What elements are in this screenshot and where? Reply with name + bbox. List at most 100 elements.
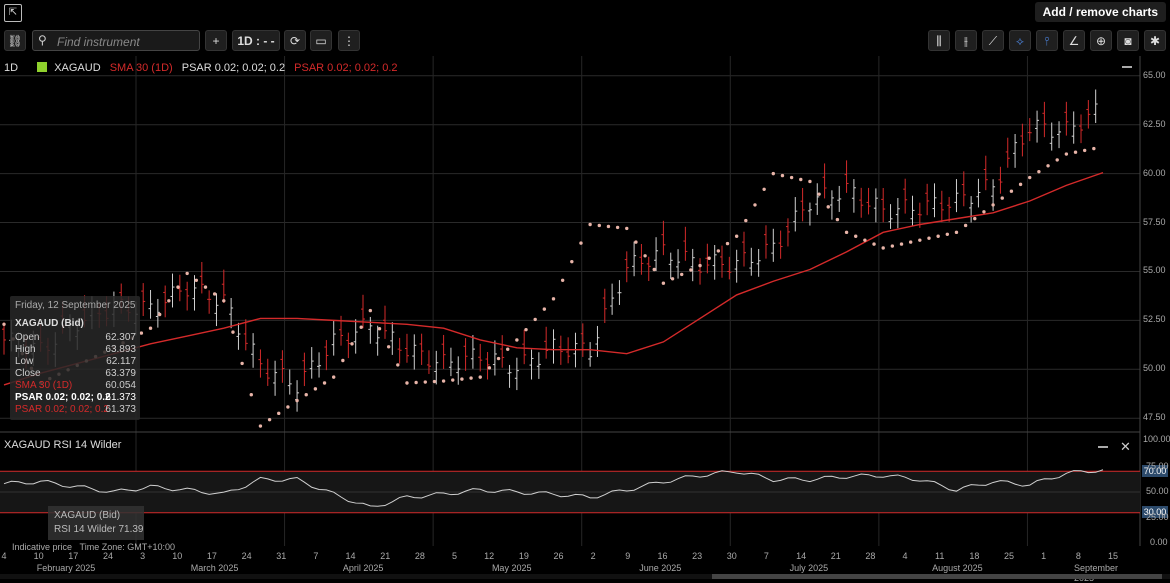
psar-dot <box>945 232 950 236</box>
hover-date: Friday, 12 September 2025 <box>15 300 136 311</box>
psar-dot <box>680 272 684 277</box>
hover-tooltip: Friday, 12 September 2025 XAGAUD (Bid) O… <box>10 296 140 420</box>
x-tick-label: 24 <box>241 551 252 561</box>
y-tick-label: 47.50 <box>1143 412 1166 423</box>
popout-icon[interactable]: ⇱ <box>4 4 22 22</box>
time-scrollbar[interactable] <box>0 574 1170 579</box>
month-label: April 2025 <box>342 563 384 573</box>
psar-dot <box>863 238 867 242</box>
psar-dot <box>881 246 885 250</box>
psar-dot <box>799 177 803 182</box>
psar-dot <box>597 223 601 228</box>
psar-dot <box>212 292 217 296</box>
legend-sma[interactable]: SMA 30 (1D) <box>109 62 173 74</box>
psar-dot <box>167 299 171 303</box>
psar-dot <box>313 387 318 391</box>
hover-psar2: 61.373 <box>105 404 136 415</box>
psar-dot <box>908 240 913 244</box>
psar-dot <box>661 281 666 285</box>
rsi-close-icon[interactable]: ✕ <box>1120 439 1131 454</box>
psar-dot <box>267 417 272 422</box>
x-tick-label: 28 <box>865 551 876 561</box>
psar-dot <box>854 234 858 238</box>
x-tick-label: 26 <box>553 551 564 561</box>
psar-dot <box>139 331 144 335</box>
legend-psar2[interactable]: PSAR 0.02; 0.02; 0.2 <box>294 62 398 74</box>
psar-dot <box>734 234 739 238</box>
price-chart[interactable] <box>0 56 1170 576</box>
y-tick-label: 52.50 <box>1143 314 1166 325</box>
psar-dot <box>725 241 730 246</box>
bars-icon[interactable]: ⫼ <box>928 30 950 51</box>
candle-icon[interactable]: ⫲ <box>955 30 977 51</box>
rsi-lower-badge: 30.00 <box>1142 506 1168 518</box>
psar-dot <box>249 393 253 397</box>
link-icon[interactable]: ⛓ <box>4 30 26 51</box>
psar-dot <box>936 234 940 238</box>
rsi-box-title: XAGAUD (Bid) <box>54 510 121 521</box>
indicator-icon[interactable]: ∠ <box>1063 30 1085 51</box>
psar-dot <box>286 405 290 409</box>
x-tick-label: 4 <box>1 551 7 561</box>
psar-dot <box>918 238 922 242</box>
psar-dot <box>1009 189 1014 193</box>
settings-icon[interactable]: ✱ <box>1144 30 1166 51</box>
draw-icon[interactable]: ⟋ <box>982 30 1004 51</box>
month-label: June 2025 <box>639 563 682 573</box>
psar-dot <box>432 379 437 384</box>
psar-dot <box>826 205 830 209</box>
psar-dot <box>689 268 693 272</box>
crosshair-icon[interactable]: ⟡ <box>1009 30 1031 51</box>
more-icon[interactable]: ⋮ <box>338 30 360 51</box>
minimize-icon[interactable] <box>1122 66 1132 68</box>
layout-icon[interactable]: ▭ <box>310 30 332 51</box>
scrollbar-thumb[interactable] <box>712 574 1162 579</box>
zoom-icon[interactable]: ⊕ <box>1090 30 1112 51</box>
psar-dot <box>487 366 492 370</box>
psar-dot <box>789 175 794 180</box>
x-tick-label: 17 <box>206 551 217 561</box>
x-tick-label: 21 <box>830 551 841 561</box>
y-tick-label: 60.00 <box>1143 167 1166 178</box>
rsi-upper-badge: 70.00 <box>1142 465 1168 477</box>
x-tick-label: 1 <box>1041 551 1047 561</box>
psar-dot <box>817 192 821 196</box>
legend-interval: 1D <box>4 62 19 74</box>
psar-dot <box>835 217 840 222</box>
psar-dot <box>386 345 391 349</box>
camera-icon[interactable]: ◙ <box>1117 30 1139 51</box>
psar-dot <box>1018 182 1023 187</box>
interval-select[interactable]: 1D : - - <box>232 30 280 51</box>
legend-symbol[interactable]: XAGAUD <box>54 62 101 74</box>
y-tick-label: 57.50 <box>1143 216 1166 227</box>
search-input[interactable] <box>55 32 199 51</box>
psar-dot <box>652 267 656 272</box>
rsi-minimize-icon[interactable] <box>1098 446 1108 448</box>
x-tick-label: 14 <box>345 551 356 561</box>
psar-dot <box>405 381 409 385</box>
month-label: July 2025 <box>789 563 829 573</box>
refresh-icon[interactable]: ⟳ <box>284 30 306 51</box>
rsi-line <box>3 469 1104 507</box>
timezone: Time Zone: GMT+10:00 <box>79 542 176 552</box>
add-button[interactable]: + <box>205 30 227 51</box>
psar-dot <box>533 317 537 322</box>
psar-dot <box>570 259 574 264</box>
x-tick-label: 30 <box>726 551 737 561</box>
psar-dot <box>185 271 189 276</box>
psar-dot <box>341 358 345 363</box>
x-tick-label: 11 <box>935 551 945 561</box>
psar-dot <box>350 342 354 346</box>
hover-psar2-label: PSAR 0.02; 0.02; 0.2 <box>15 404 109 415</box>
psar-dot <box>744 218 748 223</box>
rsi-title: XAGAUD RSI 14 Wilder <box>4 439 122 451</box>
add-remove-charts-button[interactable]: Add / remove charts <box>1034 2 1166 22</box>
cursor-icon[interactable]: ⫯ <box>1036 30 1058 51</box>
hover-open-label: Open <box>15 332 40 343</box>
legend-psar1[interactable]: PSAR 0.02; 0.02; 0.2 <box>181 62 286 74</box>
psar-dot <box>1000 196 1004 200</box>
psar-dot <box>451 378 455 382</box>
search-box[interactable]: ⚲ <box>32 30 200 51</box>
rsi-y-75: 75.00 <box>1146 461 1169 471</box>
psar-dot <box>295 398 299 403</box>
